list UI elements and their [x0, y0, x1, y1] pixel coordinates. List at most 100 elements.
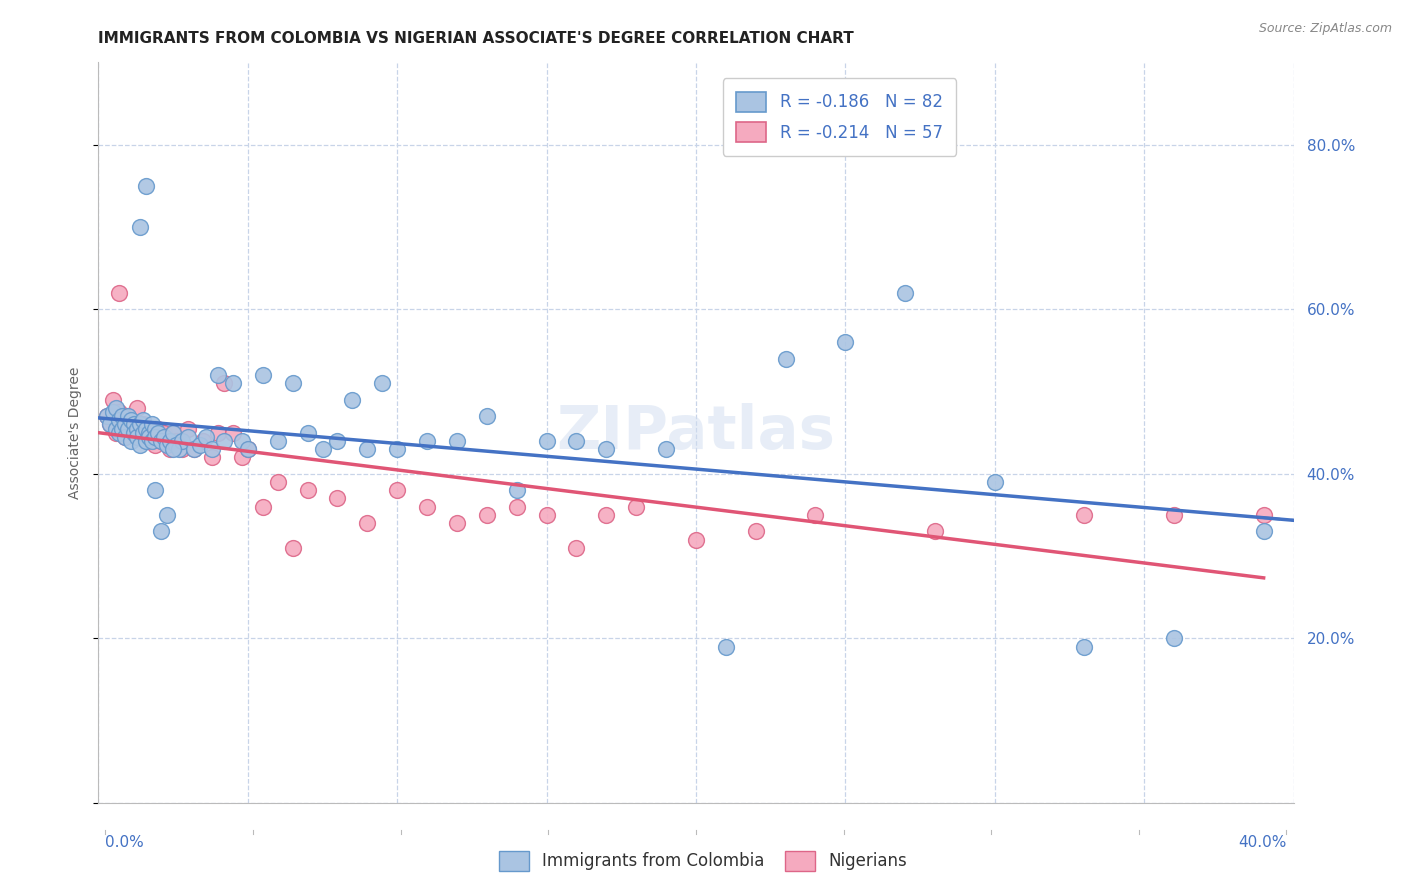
- Point: [143, 438, 166, 452]
- Y-axis label: Associate's Degree: Associate's Degree: [69, 367, 83, 499]
- Point: [536, 508, 558, 522]
- Point: [416, 434, 439, 448]
- Point: [167, 442, 190, 456]
- Point: [108, 413, 131, 427]
- Point: [148, 425, 170, 440]
- Text: 0.0%: 0.0%: [105, 836, 145, 850]
- Point: [162, 425, 184, 440]
- Point: [1073, 508, 1095, 522]
- Point: [177, 421, 200, 435]
- Point: [159, 434, 181, 448]
- Point: [124, 425, 146, 440]
- Point: [111, 417, 134, 432]
- Point: [212, 376, 235, 391]
- Point: [565, 541, 588, 555]
- Point: [595, 442, 617, 456]
- Point: [150, 434, 173, 448]
- Point: [446, 516, 468, 530]
- Point: [127, 430, 149, 444]
- Point: [135, 434, 157, 448]
- Point: [1253, 524, 1275, 539]
- Point: [124, 417, 146, 432]
- Point: [141, 417, 163, 432]
- Point: [252, 500, 274, 514]
- Point: [143, 430, 166, 444]
- Point: [153, 425, 176, 440]
- Point: [172, 434, 194, 448]
- Point: [195, 430, 218, 444]
- Point: [108, 405, 131, 419]
- Point: [111, 421, 134, 435]
- Point: [98, 417, 122, 432]
- Point: [143, 483, 166, 498]
- Point: [311, 442, 333, 456]
- Legend: Immigrants from Colombia, Nigerians: Immigrants from Colombia, Nigerians: [491, 842, 915, 880]
- Point: [96, 409, 118, 424]
- Point: [129, 438, 152, 452]
- Point: [385, 483, 409, 498]
- Point: [1163, 632, 1185, 646]
- Point: [135, 178, 157, 193]
- Point: [120, 413, 142, 427]
- Point: [156, 434, 179, 448]
- Point: [356, 516, 378, 530]
- Point: [150, 524, 173, 539]
- Point: [105, 425, 128, 440]
- Point: [156, 438, 179, 452]
- Point: [117, 409, 139, 424]
- Point: [138, 425, 160, 440]
- Point: [183, 442, 205, 456]
- Point: [252, 368, 274, 382]
- Point: [150, 434, 173, 448]
- Text: Source: ZipAtlas.com: Source: ZipAtlas.com: [1258, 22, 1392, 36]
- Point: [894, 285, 917, 300]
- Point: [165, 438, 187, 452]
- Point: [108, 285, 131, 300]
- Point: [132, 417, 155, 432]
- Point: [207, 368, 229, 382]
- Point: [156, 508, 179, 522]
- Point: [177, 430, 200, 444]
- Point: [281, 541, 304, 555]
- Point: [117, 409, 139, 424]
- Point: [506, 483, 529, 498]
- Point: [129, 219, 152, 234]
- Point: [231, 434, 253, 448]
- Point: [1073, 640, 1095, 654]
- Point: [162, 442, 184, 456]
- Point: [172, 442, 194, 456]
- Point: [114, 430, 136, 444]
- Point: [108, 425, 131, 440]
- Point: [595, 508, 617, 522]
- Point: [127, 421, 149, 435]
- Point: [1163, 508, 1185, 522]
- Point: [446, 434, 468, 448]
- Point: [159, 442, 181, 456]
- Point: [191, 434, 214, 448]
- Point: [475, 409, 498, 424]
- Point: [135, 434, 157, 448]
- Point: [124, 425, 146, 440]
- Point: [138, 430, 160, 444]
- Point: [222, 425, 245, 440]
- Point: [201, 442, 224, 456]
- Point: [120, 417, 142, 432]
- Point: [105, 421, 128, 435]
- Point: [188, 438, 211, 452]
- Point: [114, 430, 136, 444]
- Point: [103, 405, 125, 419]
- Point: [342, 392, 364, 407]
- Point: [98, 417, 122, 432]
- Point: [183, 442, 205, 456]
- Point: [132, 425, 155, 440]
- Point: [141, 434, 163, 448]
- Point: [132, 413, 155, 427]
- Point: [1253, 508, 1275, 522]
- Point: [148, 421, 170, 435]
- Point: [475, 508, 498, 522]
- Point: [326, 491, 349, 506]
- Point: [105, 401, 128, 415]
- Point: [626, 500, 648, 514]
- Point: [111, 409, 134, 424]
- Point: [385, 442, 409, 456]
